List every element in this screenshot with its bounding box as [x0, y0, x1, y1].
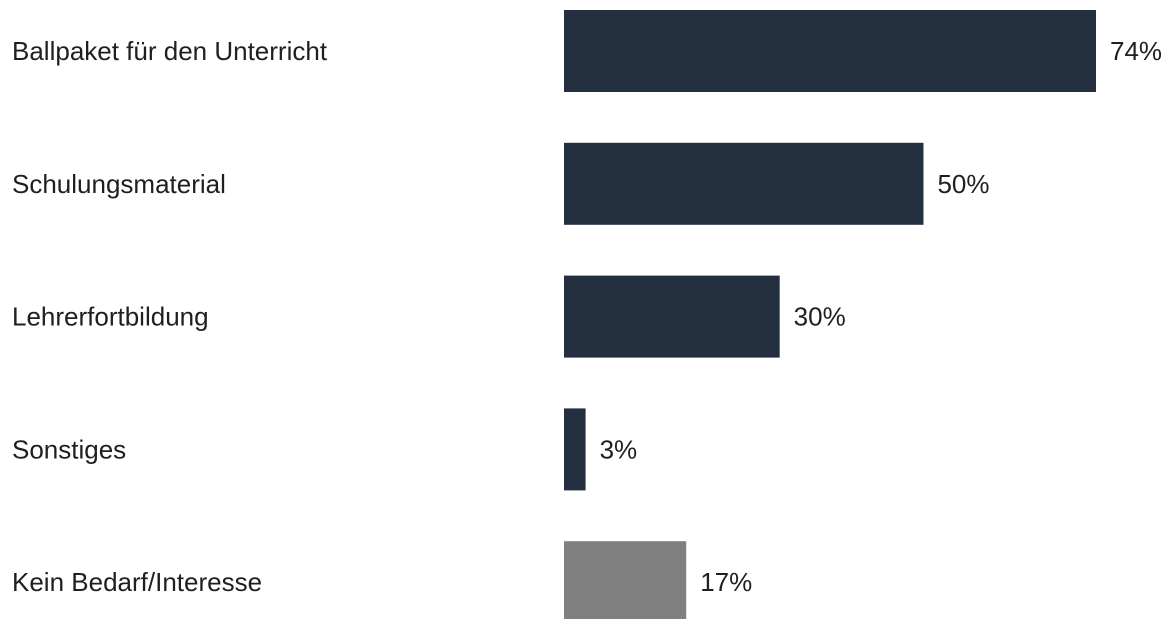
category-label: Sonstiges	[12, 434, 126, 464]
category-label: Kein Bedarf/Interesse	[12, 567, 262, 597]
bar	[564, 275, 780, 358]
bar	[564, 408, 586, 491]
chart-rows: Ballpaket für den Unterricht 74% Schulungs…	[12, 10, 1162, 619]
value-label: 17%	[700, 567, 752, 597]
bar	[564, 10, 1096, 92]
category-label: Schulungsmaterial	[12, 169, 226, 199]
bar	[564, 142, 924, 225]
value-label: 50%	[937, 169, 989, 199]
value-label: 3%	[600, 434, 638, 464]
category-label: Ballpaket für den Unterricht	[12, 36, 328, 66]
category-label: Lehrerfortbildung	[12, 302, 209, 332]
value-label: 74%	[1110, 36, 1162, 66]
value-label: 30%	[794, 302, 846, 332]
bar	[564, 541, 687, 619]
